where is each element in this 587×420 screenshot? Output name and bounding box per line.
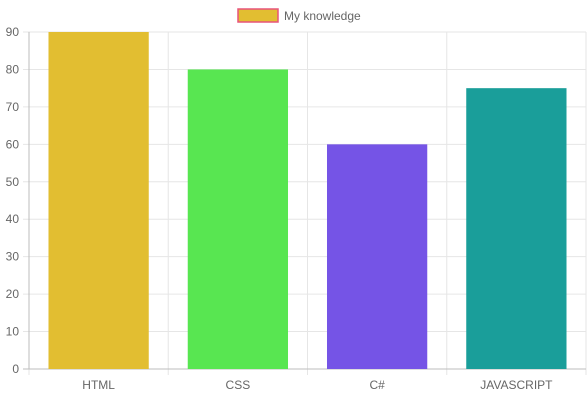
- y-tick-label: 40: [6, 212, 20, 226]
- y-tick-label: 30: [6, 250, 20, 264]
- bars: [48, 32, 567, 370]
- y-tick-label: 0: [12, 362, 19, 376]
- x-tick-label: HTML: [82, 378, 115, 392]
- y-tick-label: 80: [6, 62, 20, 76]
- bar-css: [187, 69, 289, 369]
- bar-javascript: [466, 88, 567, 370]
- y-tick-label: 90: [6, 25, 20, 39]
- x-tick-label: CSS: [226, 378, 251, 392]
- y-tick-label: 20: [6, 287, 20, 301]
- y-tick-label: 10: [6, 325, 20, 339]
- y-tick-labels: 0 10 20 30 40 50 60 70 80 90: [6, 25, 20, 376]
- x-tick-label: JAVASCRIPT: [480, 378, 553, 392]
- y-tick-label: 70: [6, 100, 20, 114]
- x-tick-labels: HTML CSS C# JAVASCRIPT: [82, 378, 553, 392]
- legend-label[interactable]: My knowledge: [284, 9, 361, 23]
- bar-c: [326, 144, 428, 369]
- legend[interactable]: My knowledge: [237, 8, 361, 23]
- legend-swatch[interactable]: [237, 8, 279, 23]
- y-tick-label: 60: [6, 137, 20, 151]
- y-tick-label: 50: [6, 175, 20, 189]
- x-tick-label: C#: [369, 378, 385, 392]
- bar-html: [48, 32, 149, 369]
